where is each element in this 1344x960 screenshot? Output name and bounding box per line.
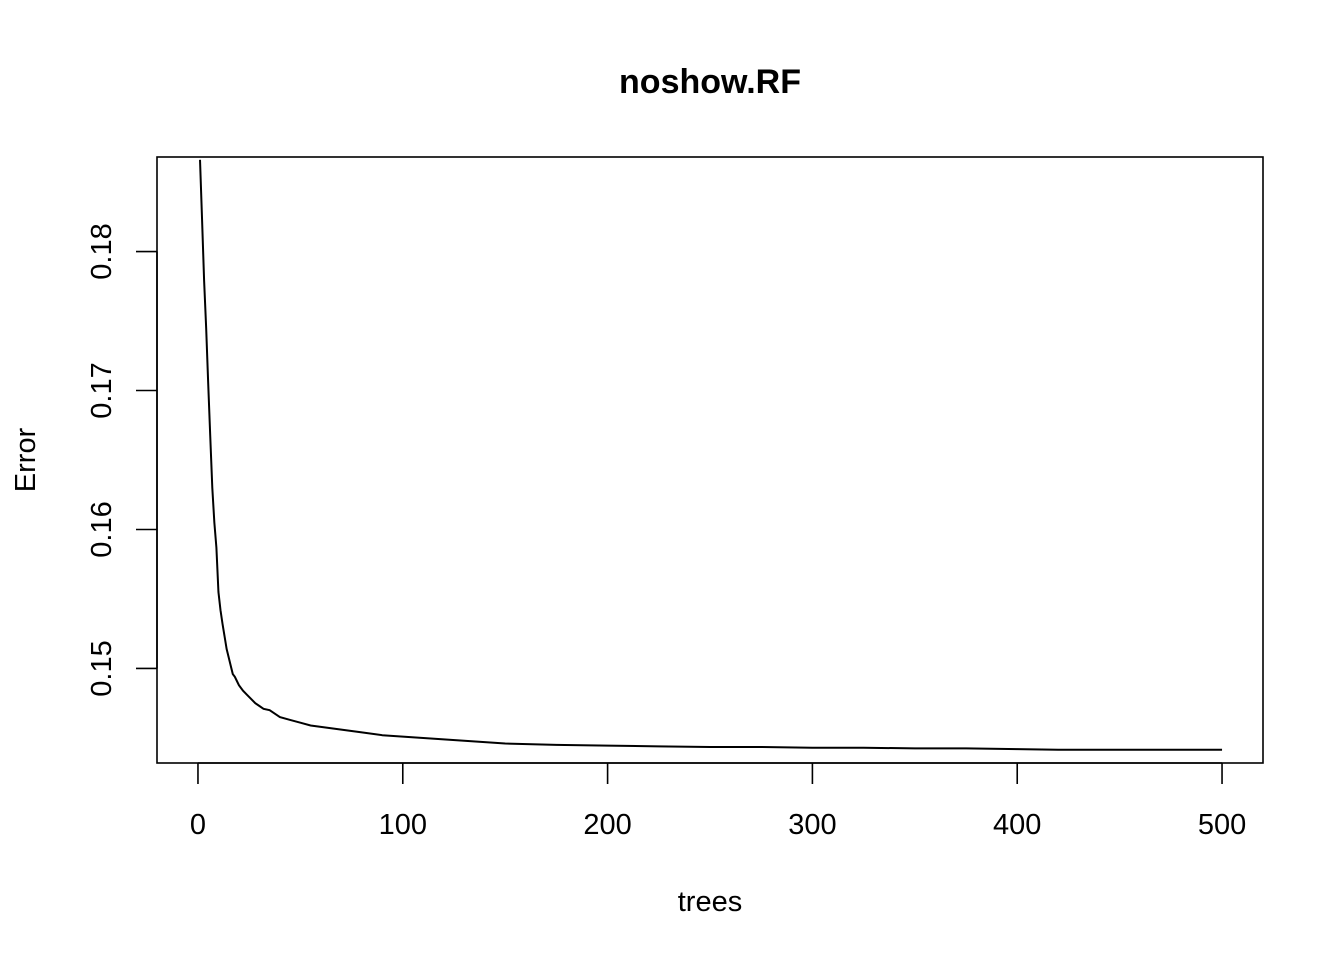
x-axis-label: trees [678, 886, 742, 918]
y-tick-label: 0.15 [86, 640, 118, 696]
y-tick-label: 0.17 [86, 362, 118, 418]
x-tick-label: 100 [379, 809, 427, 841]
error-series-line [199, 159, 1223, 751]
x-tick-label: 500 [1198, 809, 1246, 841]
y-tick-label: 0.18 [86, 223, 118, 279]
y-tick-label: 0.16 [86, 501, 118, 557]
x-tick-label: 0 [190, 809, 206, 841]
x-tick-label: 200 [583, 809, 631, 841]
plot-area-frame [156, 156, 1264, 764]
y-axis: 0.15 0.16 0.17 0.18 [86, 223, 158, 697]
y-axis-label: Error [10, 427, 42, 492]
x-axis: 0 100 200 300 400 500 [190, 762, 1246, 841]
x-tick-label: 400 [993, 809, 1041, 841]
x-tick-label: 300 [788, 809, 836, 841]
chart-title: noshow.RF [619, 63, 801, 101]
